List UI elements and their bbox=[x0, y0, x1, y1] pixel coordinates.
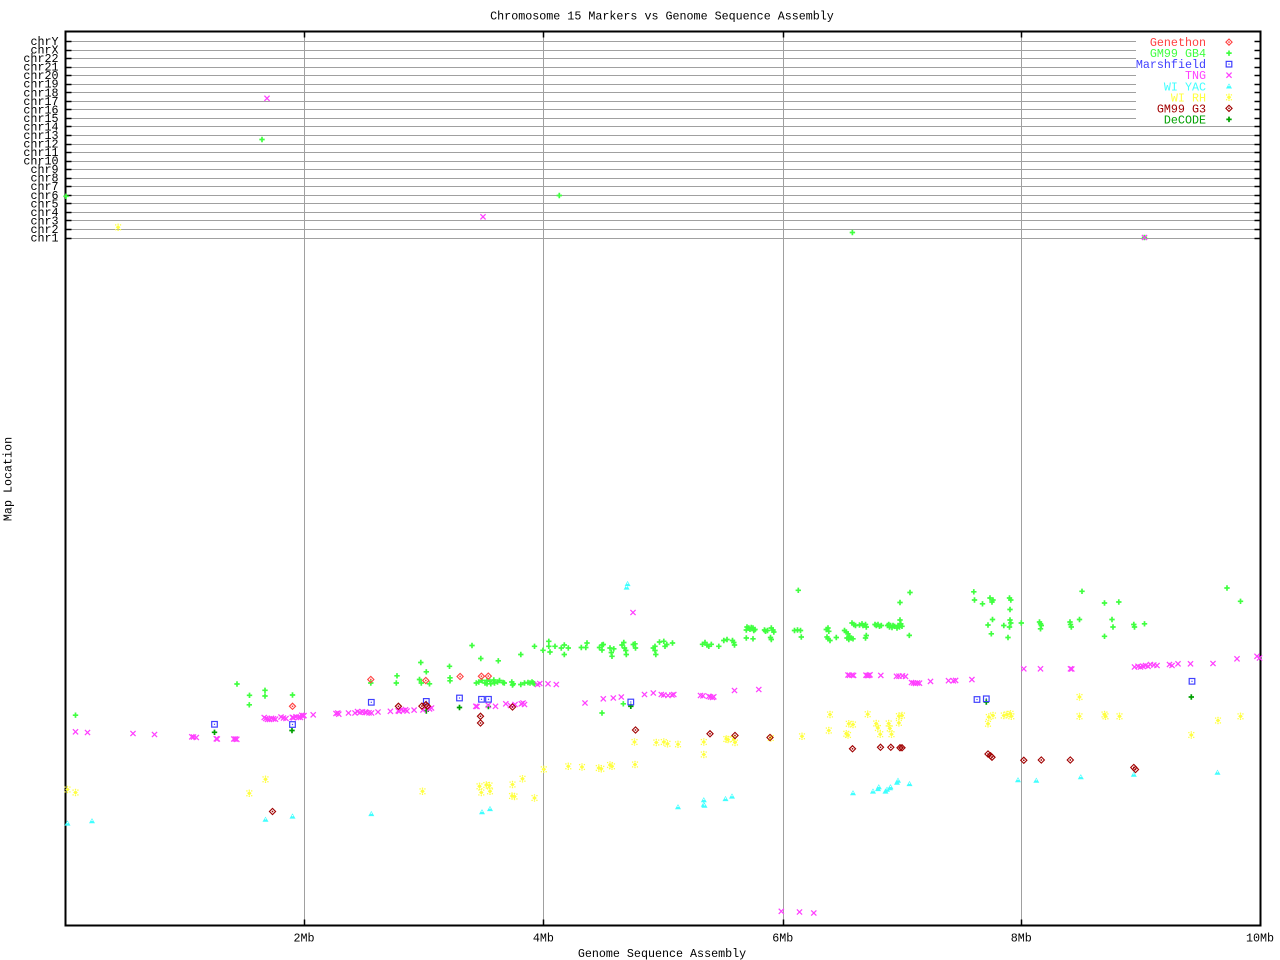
svg-text:chr7: chr7 bbox=[30, 180, 58, 194]
svg-text:chr4: chr4 bbox=[30, 206, 58, 220]
svg-text:chr13: chr13 bbox=[23, 129, 58, 143]
svg-text:chrX: chrX bbox=[30, 44, 58, 58]
svg-text:chr21: chr21 bbox=[23, 61, 58, 75]
svg-text:DeCODE: DeCODE bbox=[1164, 113, 1206, 127]
svg-text:6Mb: 6Mb bbox=[772, 932, 793, 946]
svg-text:chr8: chr8 bbox=[30, 172, 58, 186]
svg-text:chr5: chr5 bbox=[30, 197, 58, 211]
svg-text:10Mb: 10Mb bbox=[1246, 932, 1274, 946]
svg-text:Chromosome 15 Markers vs Genom: Chromosome 15 Markers vs Genome Sequence… bbox=[490, 10, 834, 24]
svg-text:TNG: TNG bbox=[1185, 69, 1206, 83]
svg-text:chr16: chr16 bbox=[23, 103, 58, 117]
svg-text:chr9: chr9 bbox=[30, 163, 58, 177]
svg-text:chr1: chr1 bbox=[30, 232, 58, 246]
svg-text:WI RH: WI RH bbox=[1171, 91, 1206, 105]
svg-text:8Mb: 8Mb bbox=[1011, 932, 1032, 946]
svg-text:chr6: chr6 bbox=[30, 189, 58, 203]
svg-text:chr10: chr10 bbox=[23, 155, 58, 169]
svg-text:chrY: chrY bbox=[30, 35, 58, 49]
svg-text:4Mb: 4Mb bbox=[533, 932, 554, 946]
svg-text:WI YAC: WI YAC bbox=[1164, 80, 1206, 94]
svg-text:GM99 GB4: GM99 GB4 bbox=[1150, 47, 1206, 61]
svg-text:Map Location: Map Location bbox=[2, 437, 16, 521]
svg-text:chr22: chr22 bbox=[23, 52, 58, 66]
svg-text:chr2: chr2 bbox=[30, 223, 58, 237]
svg-text:chr12: chr12 bbox=[23, 138, 58, 152]
svg-text:GM99 G3: GM99 G3 bbox=[1157, 102, 1206, 116]
svg-text:chr17: chr17 bbox=[23, 95, 58, 109]
svg-text:chr3: chr3 bbox=[30, 214, 58, 228]
svg-text:chr15: chr15 bbox=[23, 112, 58, 126]
svg-text:chr19: chr19 bbox=[23, 78, 58, 92]
svg-text:Genome Sequence Assembly: Genome Sequence Assembly bbox=[578, 947, 746, 960]
svg-text:2Mb: 2Mb bbox=[293, 932, 314, 946]
svg-text:chr14: chr14 bbox=[23, 120, 58, 134]
svg-text:chr11: chr11 bbox=[23, 146, 58, 160]
svg-text:Genethon: Genethon bbox=[1150, 36, 1206, 50]
svg-text:chr18: chr18 bbox=[23, 86, 58, 100]
svg-text:Marshfield: Marshfield bbox=[1136, 58, 1206, 72]
svg-text:chr20: chr20 bbox=[23, 69, 58, 83]
